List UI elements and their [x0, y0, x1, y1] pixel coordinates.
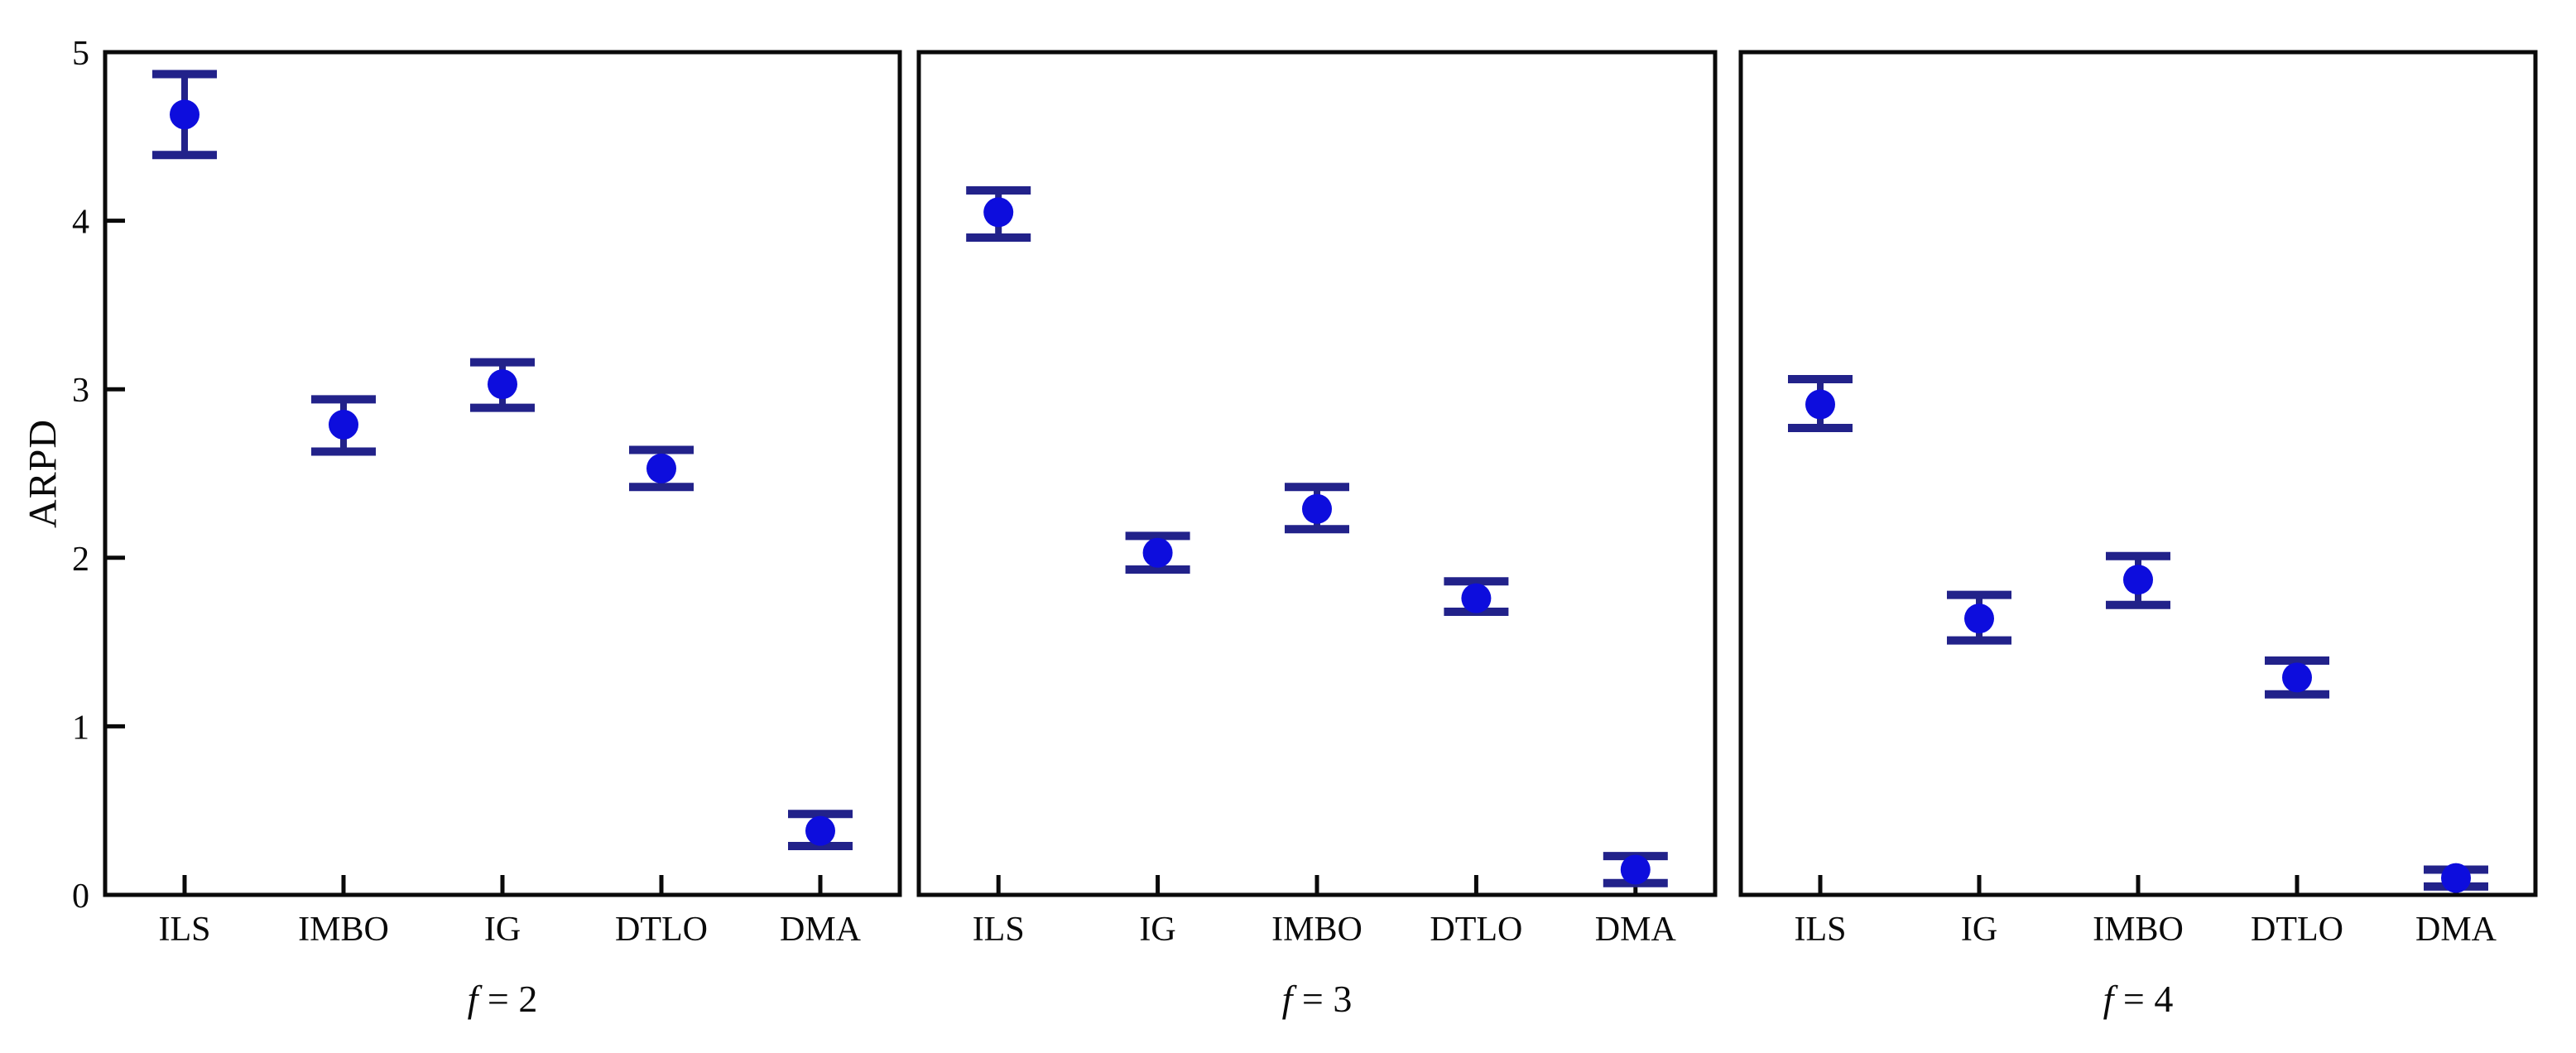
panel-border	[103, 50, 902, 897]
category-label: DTLO	[2251, 911, 2343, 949]
data-point	[805, 815, 835, 846]
category-label: IG	[1961, 911, 1997, 949]
data-point	[983, 197, 1014, 228]
data-point	[2441, 863, 2471, 893]
data-point	[2123, 565, 2153, 595]
y-tick-label: 0	[72, 878, 89, 916]
category-label: ILS	[159, 911, 211, 949]
y-tick-label: 4	[72, 204, 89, 242]
data-point	[2282, 662, 2312, 693]
panel-2: ILS IG IMBO DTLO DMA f = 3	[916, 50, 1718, 1020]
category-label: ILS	[973, 911, 1025, 949]
y-tick-label: 3	[72, 372, 89, 410]
panel-title: f = 2	[468, 978, 538, 1020]
data-point	[1302, 493, 1332, 524]
category-label: DMA	[2415, 911, 2497, 949]
category-label: DTLO	[1430, 911, 1522, 949]
category-label: DTLO	[615, 911, 708, 949]
category-label: DMA	[1595, 911, 1677, 949]
category-label: IMBO	[2093, 911, 2184, 949]
data-point	[1142, 537, 1173, 568]
panel-1: 0 1 2 3 4 5 ILS IMBO IG DTLO DMA f = 2	[72, 35, 902, 1020]
y-axis-title: ARPD	[21, 418, 65, 529]
data-point	[1964, 603, 1994, 634]
category-label: DMA	[780, 911, 862, 949]
category-label: ILS	[1795, 911, 1847, 949]
data-point	[329, 409, 358, 440]
data-point	[1620, 854, 1651, 885]
data-point	[1461, 583, 1492, 613]
data-point	[488, 369, 517, 400]
category-label: IMBO	[1271, 911, 1362, 949]
data-point	[170, 99, 199, 130]
panel-title: f = 4	[2103, 978, 2174, 1020]
panel-border	[1738, 50, 2538, 897]
y-tick-label: 2	[72, 541, 89, 579]
y-tick-label: 1	[72, 709, 89, 747]
data-point	[646, 453, 676, 483]
panel-3: ILS IG IMBO DTLO DMA f = 4	[1738, 50, 2538, 1020]
panel-title: f = 3	[1282, 978, 1353, 1020]
y-tick-label: 5	[72, 35, 89, 73]
data-point	[1805, 389, 1835, 420]
category-label: IG	[484, 911, 521, 949]
category-label: IG	[1139, 911, 1175, 949]
category-label: IMBO	[298, 911, 389, 949]
panel-border	[916, 50, 1718, 897]
